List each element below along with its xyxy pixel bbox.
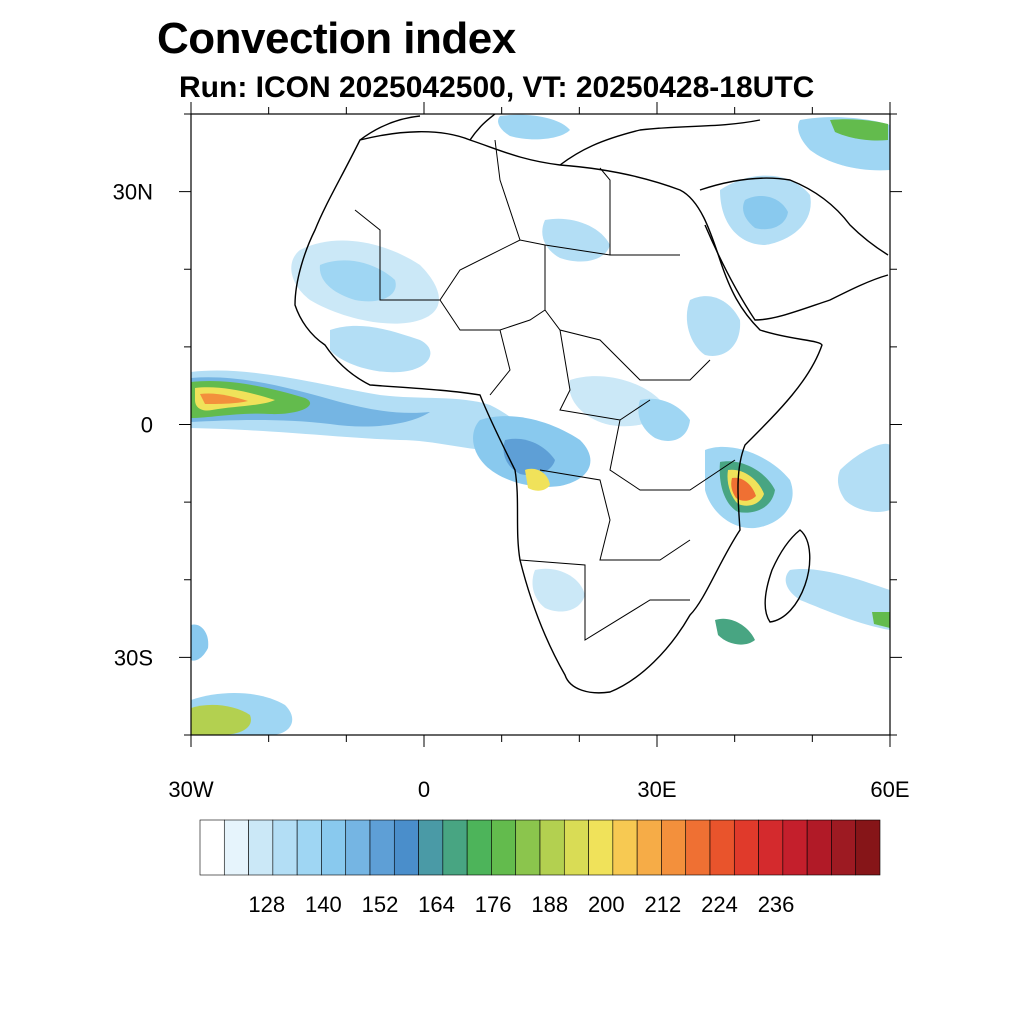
- lon-tick-label: 30E: [637, 777, 676, 802]
- arabia-coastline: [699, 177, 889, 321]
- map-subtitle: Run: ICON 2025042500, VT: 20250428-18UTC: [179, 71, 815, 104]
- field-mediterranean: [498, 114, 570, 140]
- colorbar-swatch: [636, 819, 662, 876]
- field-congo-inner: [503, 438, 555, 476]
- colorbar-label: 188: [531, 892, 568, 917]
- colorbar-label: 224: [701, 892, 738, 917]
- colorbar-swatch: [515, 819, 541, 876]
- colorbar-swatch: [442, 819, 468, 876]
- colorbar: [199, 819, 881, 876]
- colorbar-swatch: [782, 819, 808, 876]
- field-atlantic-core-orange: [200, 393, 248, 404]
- colorbar-swatch: [661, 819, 687, 876]
- colorbar-swatch: [223, 819, 249, 876]
- convection-field: [191, 114, 890, 735]
- colorbar-swatch: [588, 819, 614, 876]
- field-libya-egypt: [542, 218, 610, 262]
- colorbar-label: 152: [362, 892, 399, 917]
- field-mozambique-channel: [715, 618, 755, 645]
- border-lines: [354, 139, 736, 641]
- colorbar-swatch: [539, 819, 565, 876]
- field-lake-victoria: [638, 398, 690, 441]
- colorbar-swatch: [321, 819, 347, 876]
- coastlines: [294, 114, 889, 694]
- mediterranean-coastline: [359, 114, 761, 166]
- lon-tick-label: 60E: [870, 777, 909, 802]
- madagascar-coastline: [764, 529, 811, 623]
- field-west-africa-inner: [319, 260, 396, 302]
- colorbar-swatch: [393, 819, 419, 876]
- lat-tick-label: 30S: [114, 645, 153, 670]
- colorbar-swatch: [345, 819, 371, 876]
- lat-axis: 30N 0 30S: [113, 113, 902, 736]
- colorbar-label: 164: [418, 892, 455, 917]
- colorbar-label: 176: [475, 892, 512, 917]
- colorbar-swatch: [466, 819, 492, 876]
- lat-tick-label: 30N: [113, 180, 153, 205]
- colorbar-swatch: [758, 819, 784, 876]
- field-west-edge: [191, 624, 209, 661]
- colorbar-label: 212: [645, 892, 682, 917]
- colorbar-swatch: [806, 819, 832, 876]
- map-title: Convection index: [157, 14, 516, 63]
- field-persian-gulf-core: [830, 119, 888, 141]
- field-namibia: [532, 568, 585, 612]
- colorbar-swatch: [248, 819, 274, 876]
- field-central-light: [569, 376, 661, 427]
- colorbar-swatch: [733, 819, 759, 876]
- field-guinea: [330, 325, 431, 373]
- field-arabia-inner: [743, 196, 788, 230]
- colorbar-label: 200: [588, 892, 625, 917]
- colorbar-swatch: [272, 819, 298, 876]
- colorbar-swatch: [296, 819, 322, 876]
- colorbar-swatch: [199, 819, 225, 876]
- colorbar-swatch: [855, 819, 881, 876]
- colorbar-swatch: [369, 819, 395, 876]
- field-ethiopia: [686, 296, 741, 356]
- colorbar-swatch: [491, 819, 517, 876]
- lon-tick-label: 0: [418, 777, 430, 802]
- colorbar-label: 128: [248, 892, 285, 917]
- field-angola-coast: [525, 468, 550, 491]
- colorbar-labels: 128 140 152 164 176 188 200 212 224 236: [248, 892, 794, 917]
- colorbar-swatch: [831, 819, 857, 876]
- field-madagascar-south-core: [872, 612, 890, 628]
- colorbar-swatch: [563, 819, 589, 876]
- colorbar-swatch: [418, 819, 444, 876]
- lat-tick-label: 0: [141, 413, 153, 438]
- colorbar-label: 236: [758, 892, 795, 917]
- colorbar-swatch: [685, 819, 711, 876]
- field-southwest-core: [191, 704, 251, 735]
- colorbar-label: 140: [305, 892, 342, 917]
- africa-coastline: [294, 131, 823, 694]
- field-madagascar-south: [785, 569, 890, 630]
- colorbar-swatch: [612, 819, 638, 876]
- field-indian-ocean: [837, 443, 890, 512]
- lon-tick-label: 30W: [168, 777, 213, 802]
- lon-axis: 30W 0 30E 60E: [168, 102, 910, 802]
- colorbar-swatch: [709, 819, 735, 876]
